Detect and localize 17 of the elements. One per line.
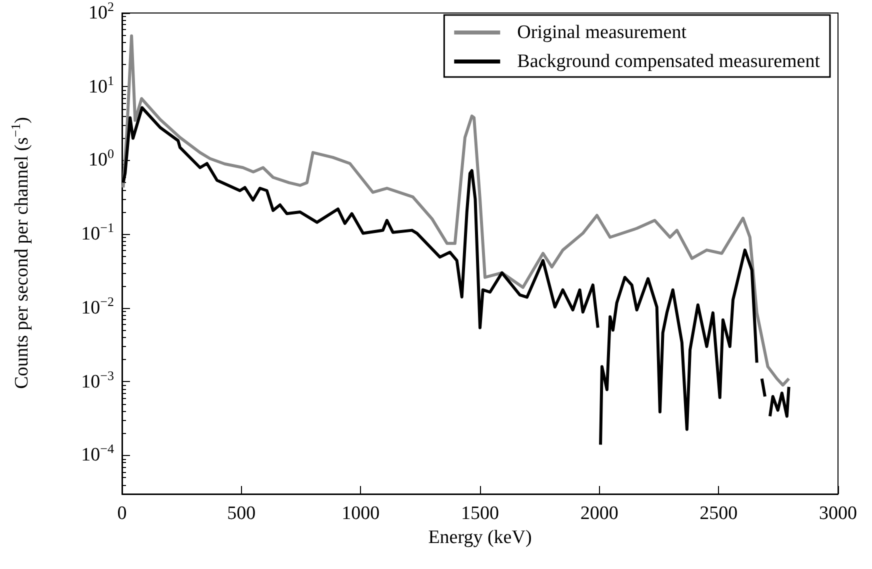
x-tick-label: 500: [227, 503, 256, 524]
x-tick-label: 3000: [819, 503, 857, 524]
x-tick-label: 1500: [461, 503, 499, 524]
legend-label: Background compensated measurement: [517, 51, 821, 72]
legend-label: Original measurement: [517, 22, 688, 43]
y-tick-label: 10$^{−3}$: [81, 368, 114, 392]
x-tick-label: 2000: [580, 503, 618, 524]
y-tick-label: 10$^{−2}$: [81, 294, 114, 318]
y-tick-label: 10$^{−1}$: [81, 220, 114, 245]
y-tick-label: 10$^{2}$: [88, 0, 114, 24]
x-tick-label: 1000: [342, 503, 380, 524]
y-tick-label: 10$^{−4}$: [81, 442, 114, 466]
y-tick-label: 10$^{0}$: [88, 146, 114, 171]
x-axis-title: Energy (keV): [428, 526, 532, 548]
x-tick-label: 2500: [700, 503, 738, 524]
x-tick-label: 0: [117, 503, 127, 524]
y-tick-label: 10$^{1}$: [88, 72, 114, 98]
